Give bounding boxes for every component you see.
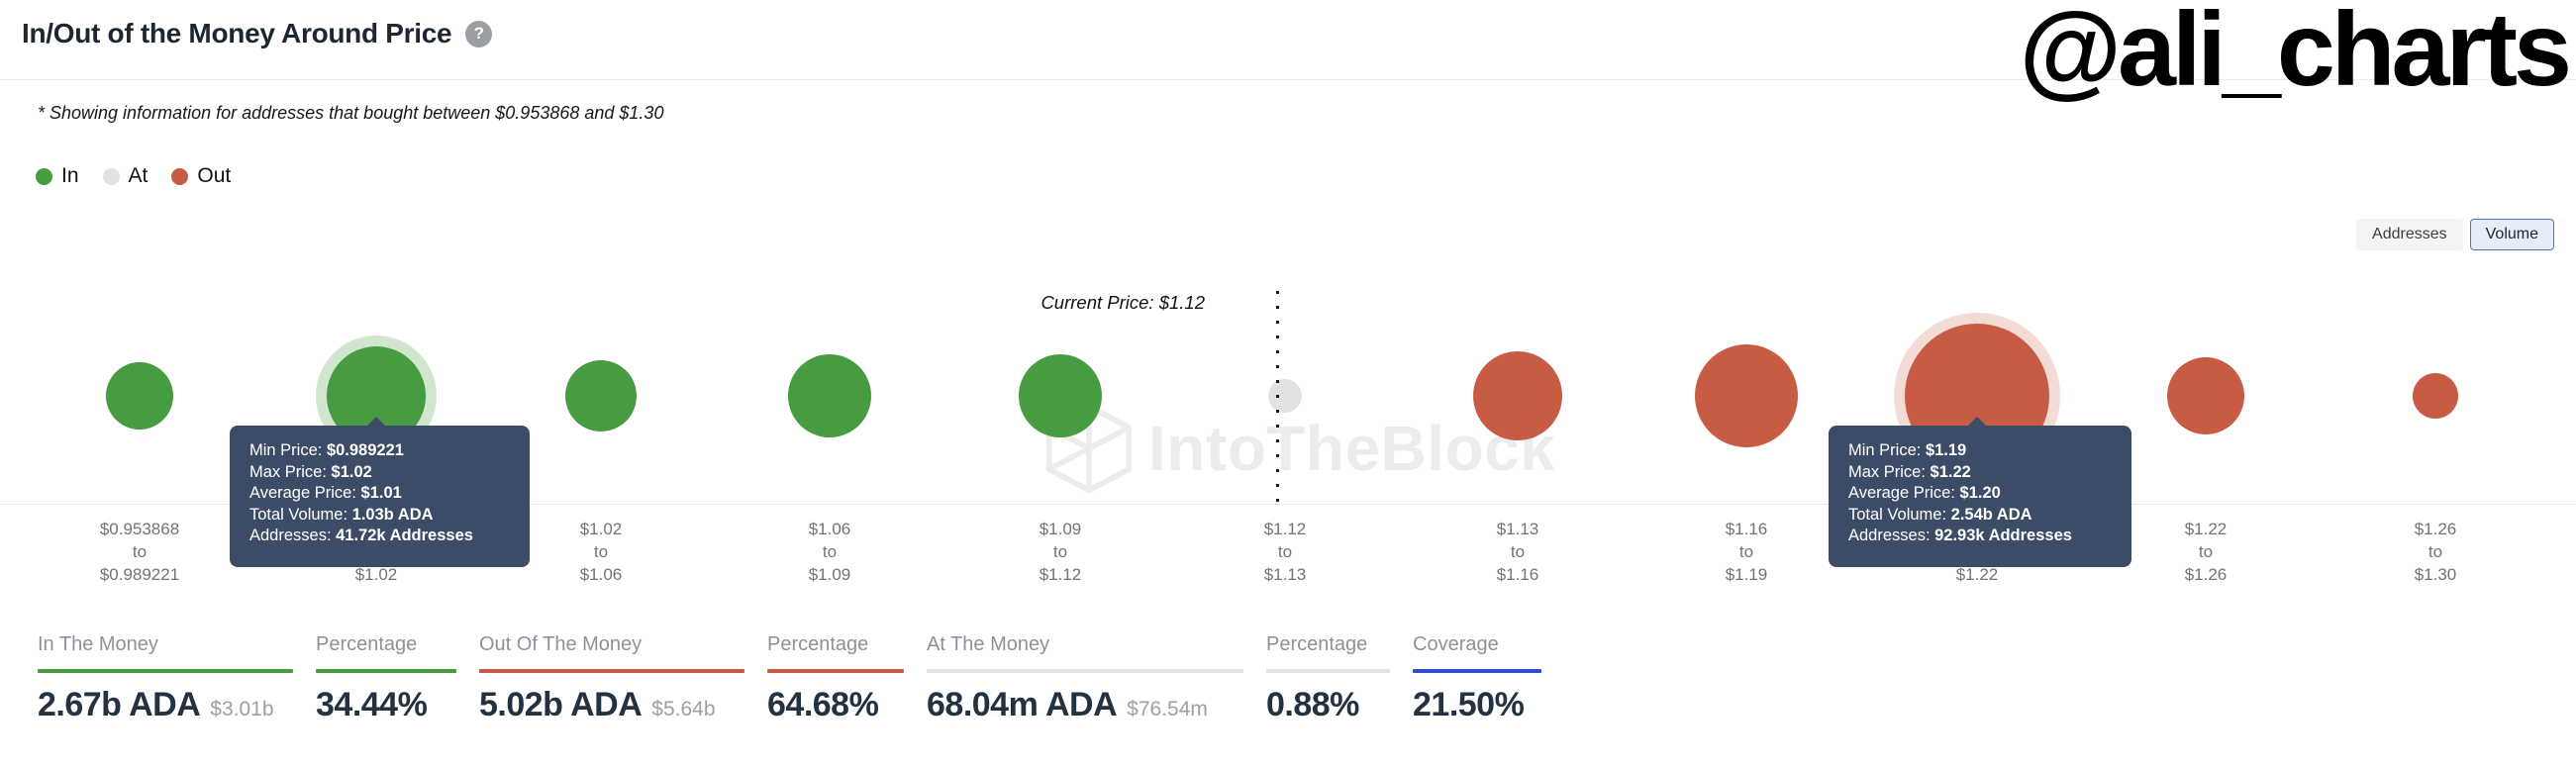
legend-item-at[interactable]: At (102, 164, 149, 188)
tooltip-row: Total Volume: 2.54b ADA (1848, 505, 2032, 524)
stat-value: 68.04m ADA (927, 686, 1118, 723)
stat-percentage: Percentage 64.68% (767, 633, 904, 724)
bubble-in-4[interactable] (1019, 354, 1102, 437)
stat-value: 0.88% (1266, 686, 1359, 723)
tooltip-row: Addresses: 41.72k Addresses (249, 527, 473, 544)
stat-percentage: Percentage 0.88% (1266, 633, 1390, 724)
x-axis-label-4: $1.09 to $1.12 (1039, 520, 1082, 584)
x-axis-label-3: $1.06 to $1.09 (808, 520, 851, 584)
volume-toggle-button[interactable]: Volume (2469, 219, 2554, 250)
stat-value: 2.67b ADA (38, 686, 201, 723)
legend-item-out[interactable]: Out (171, 164, 231, 188)
view-toggle: Addresses Volume (2356, 219, 2554, 250)
bubble-in-2[interactable] (565, 360, 637, 432)
stat-label: Out Of The Money (479, 633, 643, 655)
legend-dot-icon (171, 167, 189, 185)
legend-item-in[interactable]: In (36, 164, 79, 188)
legend-dot-icon (102, 167, 120, 185)
price-range-subtitle: * Showing information for addresses that… (38, 103, 664, 123)
bubble-out-10[interactable] (2413, 373, 2458, 419)
stat-percentage: Percentage 34.44% (316, 633, 456, 724)
stat-value: 64.68% (767, 686, 879, 723)
x-axis-label-6: $1.13 to $1.16 (1496, 520, 1539, 584)
stat-secondary-value: $76.54m (1127, 698, 1208, 720)
bubble-out-7[interactable] (1695, 344, 1798, 447)
legend-label: In (61, 164, 79, 187)
stat-out-of-the-money: Out Of The Money 5.02b ADA $5.64b (479, 633, 744, 724)
stat-value: 5.02b ADA (479, 686, 643, 723)
stat-value: 34.44% (316, 686, 428, 723)
legend-label: At (128, 164, 149, 187)
bubble-in-0[interactable] (106, 362, 173, 430)
page-title: In/Out of the Money Around Price (22, 18, 452, 48)
stat-label: Percentage (316, 633, 418, 655)
stat-label: Coverage (1413, 633, 1499, 655)
current-price-label: Current Price: $1.12 (1040, 292, 1205, 313)
tooltip-1: Min Price: $1.19 Max Price: $1.22 Average … (1829, 417, 2131, 567)
legend-dot-icon (36, 167, 52, 185)
tooltip-0: Min Price: $0.989221 Max Price: $1.02 Aver… (230, 417, 530, 567)
stat-label: In The Money (38, 633, 158, 655)
stat-coverage: Coverage 21.50% (1413, 633, 1541, 724)
x-axis-label-0: $0.953868 to $0.989221 (99, 520, 180, 584)
stat-secondary-value: $3.01b (210, 698, 274, 720)
watermark-handle: @ali_charts (2019, 0, 2572, 108)
header: In/Out of the Money Around Price ? (22, 18, 493, 49)
stat-underline (767, 669, 904, 673)
stat-underline (38, 669, 293, 673)
legend-label: Out (197, 164, 232, 187)
stat-value: 21.50% (1413, 686, 1525, 723)
stat-underline (316, 669, 456, 673)
stat-underline (479, 669, 744, 673)
stat-in-the-money: In The Money 2.67b ADA $3.01b (38, 633, 293, 724)
tooltip-row: Addresses: 92.93k Addresses (1848, 527, 2072, 544)
tooltip-arrow-icon (1967, 417, 1987, 427)
summary-stats-bar: In The Money 2.67b ADA $3.01b Percentage 34.… (38, 633, 1541, 724)
bubble-in-3[interactable] (788, 354, 871, 437)
stat-underline (1413, 669, 1541, 673)
x-axis-label-5: $1.12 to $1.13 (1263, 520, 1307, 584)
bubble-out-9[interactable] (2167, 357, 2244, 434)
stat-at-the-money: At The Money 68.04m ADA $76.54m (927, 633, 1243, 724)
tooltip-arrow-icon (366, 417, 386, 427)
current-price-line (1276, 291, 1279, 506)
x-axis-label-9: $1.22 to $1.26 (2184, 520, 2228, 584)
tooltip-row: Average Price: $1.01 (249, 484, 402, 502)
tooltip-row: Total Volume: 1.03b ADA (249, 505, 434, 524)
bubble-out-6[interactable] (1473, 351, 1562, 440)
tooltip-row: Max Price: $1.02 (249, 462, 372, 481)
legend: In At Out (36, 164, 231, 188)
x-axis-label-2: $1.02 to $1.06 (579, 520, 623, 584)
tooltip-row: Min Price: $0.989221 (249, 441, 404, 459)
tooltip-row: Average Price: $1.20 (1848, 484, 2001, 502)
stat-label: Percentage (1266, 633, 1368, 655)
stat-underline (1266, 669, 1390, 673)
tooltip-row: Max Price: $1.22 (1848, 462, 1971, 481)
bubble-at-5[interactable] (1268, 379, 1302, 413)
header-divider (0, 79, 2576, 80)
addresses-toggle-button[interactable]: Addresses (2356, 219, 2463, 250)
x-axis-label-10: $1.26 to $1.30 (2414, 520, 2457, 584)
stat-secondary-value: $5.64b (651, 698, 716, 720)
stat-label: At The Money (927, 633, 1050, 655)
x-axis-label-7: $1.16 to $1.19 (1725, 520, 1768, 584)
tooltip-row: Min Price: $1.19 (1848, 441, 1967, 459)
stat-label: Percentage (767, 633, 869, 655)
stat-underline (927, 669, 1243, 673)
x-axis-line (0, 504, 2576, 505)
help-icon[interactable]: ? (465, 20, 493, 48)
